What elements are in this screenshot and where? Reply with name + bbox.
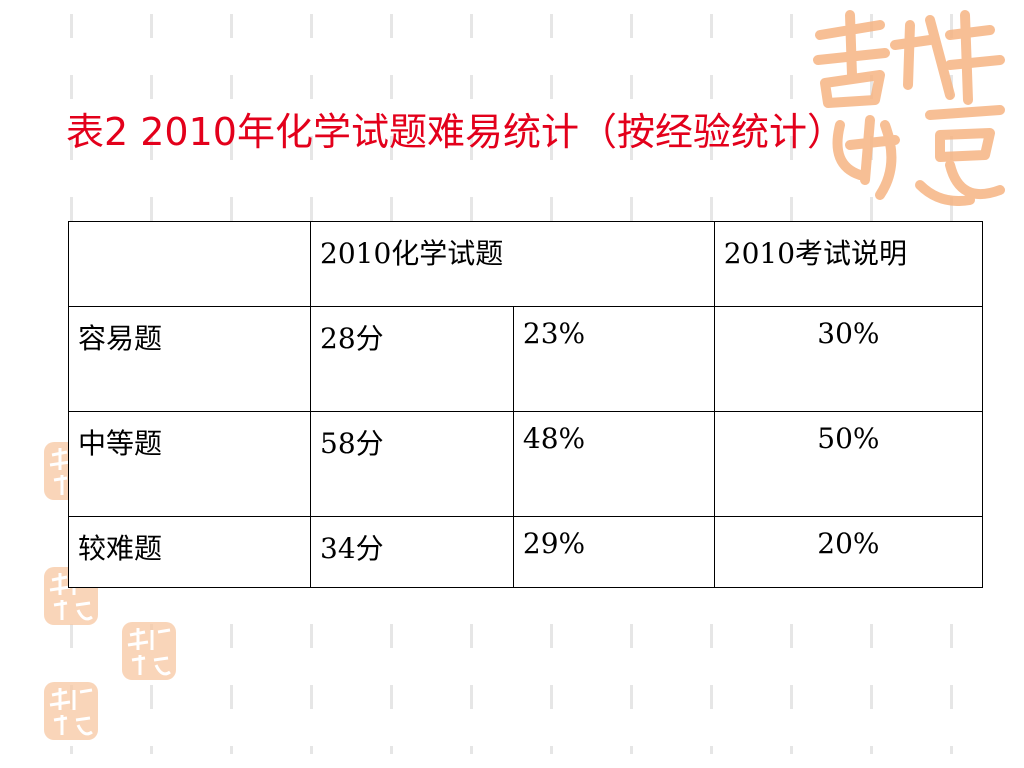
row-guide-percent: 20% [713,516,984,588]
seal-icon-small [122,622,176,680]
row-score: 28分 [310,306,514,412]
row-label: 较难题 [67,516,312,588]
row-percent: 48% [512,411,715,517]
row-percent: 23% [512,306,715,412]
table-row: 容易题 28分 23% 30% [67,306,984,412]
table-row: 较难题 34分 29% 20% [67,516,984,588]
header-exam-2010: 2010化学试题 [310,221,715,307]
header-exam-guide-2010: 2010考试说明 [713,221,984,307]
table-header-row: 2010化学试题 2010考试说明 [67,221,984,307]
seal-icon-small [44,682,98,740]
row-label: 中等题 [67,411,312,517]
row-score: 58分 [310,411,514,517]
row-guide-percent: 50% [713,411,984,517]
slide-title: 表2 2010年化学试题难易统计（按经验统计） [66,110,845,154]
table-row: 中等题 58分 48% 50% [67,411,984,517]
row-percent: 29% [512,516,715,588]
row-score: 34分 [310,516,514,588]
seal-icon-large [813,10,1005,206]
row-guide-percent: 30% [713,306,984,412]
row-label: 容易题 [67,306,312,412]
header-blank-cell [67,221,312,307]
difficulty-table: 2010化学试题 2010考试说明 容易题 28分 23% 30% 中等题 58… [67,221,984,588]
